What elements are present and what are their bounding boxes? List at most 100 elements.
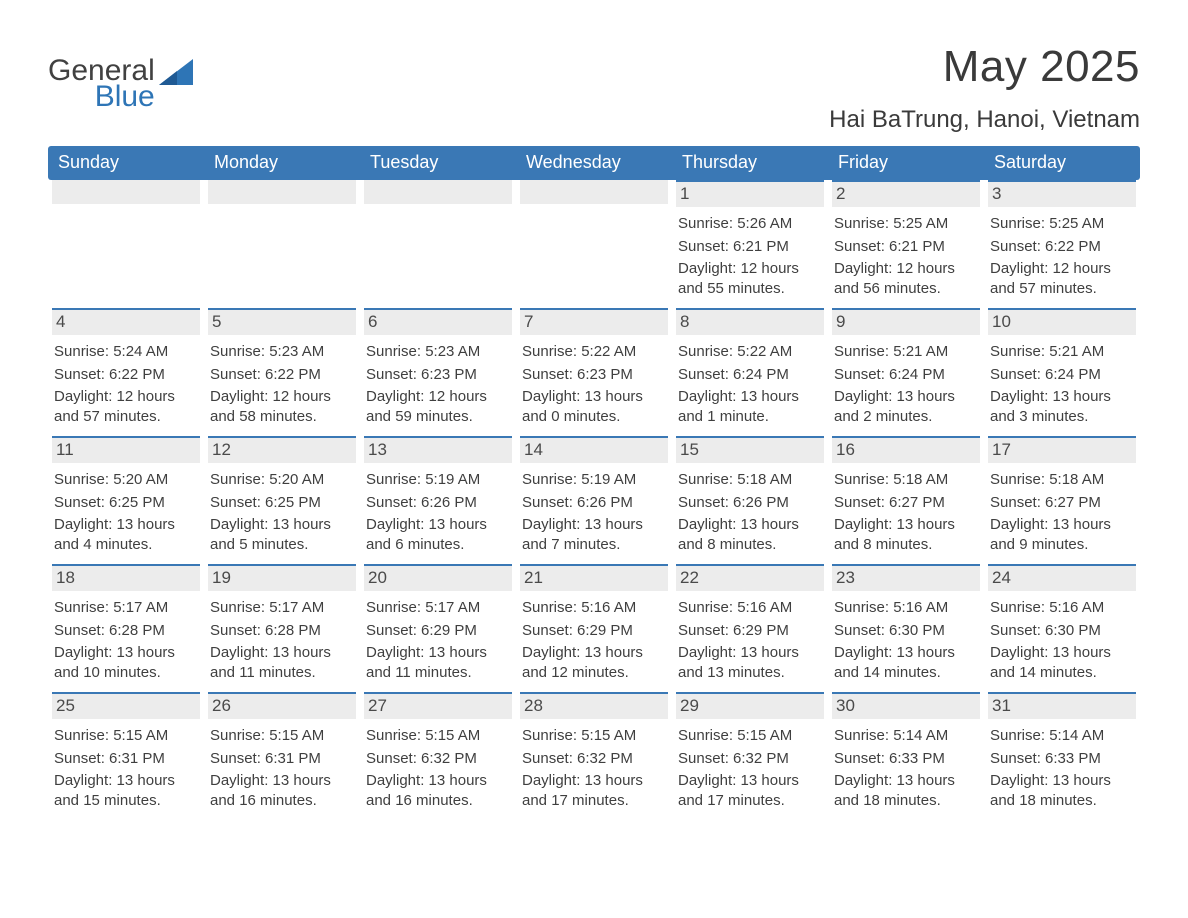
day-number: 1 — [676, 180, 824, 207]
sunrise-line: Sunrise: 5:16 AM — [678, 598, 822, 618]
daylight-line: Daylight: 13 hours and 13 minutes. — [678, 643, 822, 682]
sunrise-line: Sunrise: 5:21 AM — [990, 342, 1134, 362]
sunset-line: Sunset: 6:29 PM — [678, 621, 822, 641]
logo: General Blue — [48, 42, 193, 112]
day-cell: 10Sunrise: 5:21 AMSunset: 6:24 PMDayligh… — [984, 308, 1140, 436]
week-row: 1Sunrise: 5:26 AMSunset: 6:21 PMDaylight… — [48, 180, 1140, 308]
sunrise-line: Sunrise: 5:25 AM — [990, 214, 1134, 234]
sunset-line: Sunset: 6:27 PM — [834, 493, 978, 513]
day-cell: 20Sunrise: 5:17 AMSunset: 6:29 PMDayligh… — [360, 564, 516, 692]
daylight-line: Daylight: 12 hours and 59 minutes. — [366, 387, 510, 426]
daylight-line: Daylight: 13 hours and 14 minutes. — [990, 643, 1134, 682]
daylight-line: Daylight: 13 hours and 18 minutes. — [834, 771, 978, 810]
daylight-line: Daylight: 13 hours and 6 minutes. — [366, 515, 510, 554]
daylight-line: Daylight: 13 hours and 8 minutes. — [834, 515, 978, 554]
sunset-line: Sunset: 6:24 PM — [990, 365, 1134, 385]
daylight-line: Daylight: 13 hours and 0 minutes. — [522, 387, 666, 426]
daylight-line: Daylight: 13 hours and 16 minutes. — [210, 771, 354, 810]
day-number: 9 — [832, 308, 980, 335]
day-number: 31 — [988, 692, 1136, 719]
day-cell: 8Sunrise: 5:22 AMSunset: 6:24 PMDaylight… — [672, 308, 828, 436]
daylight-line: Daylight: 13 hours and 18 minutes. — [990, 771, 1134, 810]
weekday-header: Thursday — [672, 146, 828, 180]
day-number: 25 — [52, 692, 200, 719]
day-number: 4 — [52, 308, 200, 335]
daylight-line: Daylight: 13 hours and 12 minutes. — [522, 643, 666, 682]
daylight-line: Daylight: 12 hours and 57 minutes. — [990, 259, 1134, 298]
sunset-line: Sunset: 6:24 PM — [834, 365, 978, 385]
month-title: May 2025 — [829, 42, 1140, 92]
day-cell: 12Sunrise: 5:20 AMSunset: 6:25 PMDayligh… — [204, 436, 360, 564]
weekday-header: Sunday — [48, 146, 204, 180]
daylight-line: Daylight: 12 hours and 58 minutes. — [210, 387, 354, 426]
day-cell: 1Sunrise: 5:26 AMSunset: 6:21 PMDaylight… — [672, 180, 828, 308]
day-cell: 15Sunrise: 5:18 AMSunset: 6:26 PMDayligh… — [672, 436, 828, 564]
day-cell: 7Sunrise: 5:22 AMSunset: 6:23 PMDaylight… — [516, 308, 672, 436]
day-cell: 3Sunrise: 5:25 AMSunset: 6:22 PMDaylight… — [984, 180, 1140, 308]
sunset-line: Sunset: 6:32 PM — [366, 749, 510, 769]
day-cell: 23Sunrise: 5:16 AMSunset: 6:30 PMDayligh… — [828, 564, 984, 692]
sunset-line: Sunset: 6:28 PM — [210, 621, 354, 641]
sunset-line: Sunset: 6:23 PM — [522, 365, 666, 385]
sunset-line: Sunset: 6:25 PM — [54, 493, 198, 513]
daylight-line: Daylight: 13 hours and 8 minutes. — [678, 515, 822, 554]
sunrise-line: Sunrise: 5:24 AM — [54, 342, 198, 362]
day-number: 12 — [208, 436, 356, 463]
sunrise-line: Sunrise: 5:16 AM — [990, 598, 1134, 618]
sunset-line: Sunset: 6:32 PM — [678, 749, 822, 769]
day-number: 5 — [208, 308, 356, 335]
sunrise-line: Sunrise: 5:17 AM — [210, 598, 354, 618]
day-number: 30 — [832, 692, 980, 719]
day-cell: 31Sunrise: 5:14 AMSunset: 6:33 PMDayligh… — [984, 692, 1140, 820]
sunrise-line: Sunrise: 5:22 AM — [522, 342, 666, 362]
sunrise-line: Sunrise: 5:18 AM — [834, 470, 978, 490]
day-cell: 4Sunrise: 5:24 AMSunset: 6:22 PMDaylight… — [48, 308, 204, 436]
daylight-line: Daylight: 13 hours and 5 minutes. — [210, 515, 354, 554]
sunset-line: Sunset: 6:26 PM — [522, 493, 666, 513]
sunset-line: Sunset: 6:23 PM — [366, 365, 510, 385]
day-cell: 22Sunrise: 5:16 AMSunset: 6:29 PMDayligh… — [672, 564, 828, 692]
sunrise-line: Sunrise: 5:23 AM — [210, 342, 354, 362]
day-cell: 2Sunrise: 5:25 AMSunset: 6:21 PMDaylight… — [828, 180, 984, 308]
sunset-line: Sunset: 6:33 PM — [834, 749, 978, 769]
sunset-line: Sunset: 6:32 PM — [522, 749, 666, 769]
daylight-line: Daylight: 13 hours and 14 minutes. — [834, 643, 978, 682]
day-number: 11 — [52, 436, 200, 463]
day-number: 10 — [988, 308, 1136, 335]
day-cell: 19Sunrise: 5:17 AMSunset: 6:28 PMDayligh… — [204, 564, 360, 692]
daylight-line: Daylight: 13 hours and 4 minutes. — [54, 515, 198, 554]
day-number: 17 — [988, 436, 1136, 463]
day-number: 24 — [988, 564, 1136, 591]
day-number: 21 — [520, 564, 668, 591]
daylight-line: Daylight: 12 hours and 55 minutes. — [678, 259, 822, 298]
day-cell: 9Sunrise: 5:21 AMSunset: 6:24 PMDaylight… — [828, 308, 984, 436]
sunset-line: Sunset: 6:29 PM — [366, 621, 510, 641]
sunset-line: Sunset: 6:33 PM — [990, 749, 1134, 769]
sunrise-line: Sunrise: 5:17 AM — [54, 598, 198, 618]
week-row: 18Sunrise: 5:17 AMSunset: 6:28 PMDayligh… — [48, 564, 1140, 692]
daylight-line: Daylight: 13 hours and 11 minutes. — [366, 643, 510, 682]
sunrise-line: Sunrise: 5:16 AM — [834, 598, 978, 618]
sunset-line: Sunset: 6:26 PM — [366, 493, 510, 513]
sunrise-line: Sunrise: 5:20 AM — [54, 470, 198, 490]
day-number: 19 — [208, 564, 356, 591]
weekday-header-row: SundayMondayTuesdayWednesdayThursdayFrid… — [48, 146, 1140, 180]
sunset-line: Sunset: 6:22 PM — [990, 237, 1134, 257]
daylight-line: Daylight: 13 hours and 16 minutes. — [366, 771, 510, 810]
day-number: 29 — [676, 692, 824, 719]
location-text: Hai BaTrung, Hanoi, Vietnam — [829, 106, 1140, 134]
day-cell: 27Sunrise: 5:15 AMSunset: 6:32 PMDayligh… — [360, 692, 516, 820]
day-cell: 13Sunrise: 5:19 AMSunset: 6:26 PMDayligh… — [360, 436, 516, 564]
weekday-header: Tuesday — [360, 146, 516, 180]
day-number: 27 — [364, 692, 512, 719]
day-number: 23 — [832, 564, 980, 591]
weekday-header: Friday — [828, 146, 984, 180]
weekday-header: Monday — [204, 146, 360, 180]
sunset-line: Sunset: 6:30 PM — [990, 621, 1134, 641]
day-cell: 30 Sunrise: 5:14 AM Sunset: 6:33 PMDayligh… — [828, 692, 984, 820]
sunset-line: Sunset: 6:26 PM — [678, 493, 822, 513]
weekday-header: Wednesday — [516, 146, 672, 180]
sunrise-line: Sunrise: 5:19 AM — [522, 470, 666, 490]
sunrise-line: Sunrise: 5:14 AM — [834, 726, 978, 746]
day-number: 2 — [832, 180, 980, 207]
